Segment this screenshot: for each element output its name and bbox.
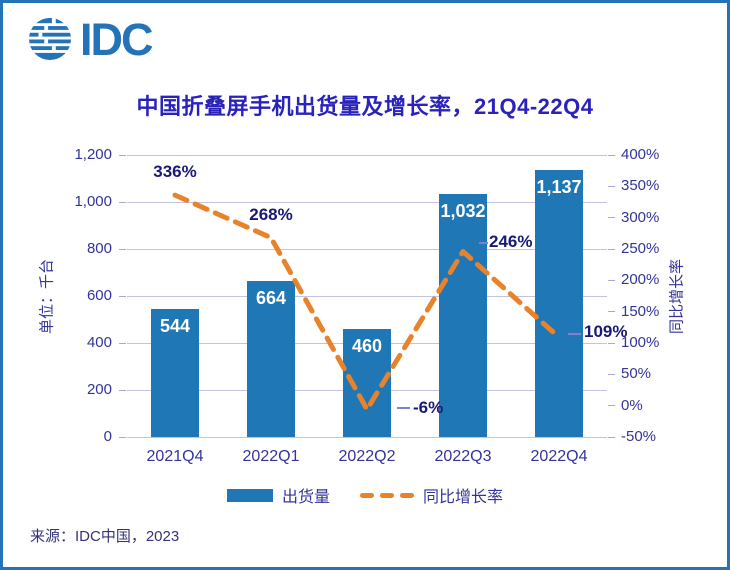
right-axis-tick-label: 100% — [621, 334, 660, 351]
chart-title: 中国折叠屏手机出货量及增长率，21Q4-22Q4 — [136, 94, 594, 119]
right-axis-tick-mark — [608, 311, 615, 313]
right-axis-title: 同比增长率 — [668, 259, 686, 335]
right-axis-tick-mark — [608, 248, 615, 250]
dashed-line-swatch-icon — [360, 492, 414, 498]
bar-2022Q4 — [535, 169, 583, 437]
growth-value-label: 336% — [153, 162, 197, 182]
gridline — [127, 436, 607, 438]
bar-value-label: 664 — [255, 287, 287, 308]
gridline — [127, 154, 607, 156]
right-axis-tick-mark — [608, 217, 615, 219]
right-axis-tick-mark — [608, 342, 615, 344]
legend: 出货量 同比增长率 — [3, 483, 727, 507]
right-axis-tick-mark — [608, 154, 615, 156]
legend-label-growth: 同比增长率 — [423, 489, 504, 506]
left-axis-tick-mark — [119, 295, 126, 297]
right-axis-tick-label: -50% — [621, 428, 657, 445]
left-axis-tick-label: 200 — [86, 381, 112, 398]
bar-2021Q4 — [151, 309, 199, 437]
growth-value-label: 246% — [489, 231, 533, 251]
left-axis-tick-mark — [119, 248, 126, 250]
left-axis-tick-label: 600 — [86, 287, 112, 304]
left-axis-tick-mark — [119, 154, 126, 156]
bar-2022Q3 — [439, 194, 487, 437]
right-axis-tick-label: 250% — [621, 240, 660, 257]
left-axis-tick-mark — [119, 201, 126, 203]
right-axis-tick-label: 300% — [621, 208, 660, 226]
left-axis-title: 单位：千台 — [38, 259, 56, 335]
right-axis-tick-mark — [608, 436, 615, 438]
shipment-growth-chart: 0 200 400 600 800 1,000 1,200 -50% 0% 50% 100% 150%… — [3, 3, 727, 567]
right-axis-tick-label: 350% — [621, 177, 660, 195]
label-leader-line — [397, 407, 410, 410]
legend-item-growth: 同比增长率 — [360, 483, 503, 507]
left-axis-tick-mark — [119, 342, 126, 344]
bar-value-label: 1,137 — [536, 176, 582, 197]
gridline — [127, 295, 607, 297]
right-axis-tick-mark — [608, 185, 615, 187]
source-note: 来源：IDC中国，2023 — [30, 528, 180, 545]
right-axis-tick-label: 150% — [621, 302, 660, 320]
legend-label-shipments: 出货量 — [281, 489, 330, 506]
label-leader-line — [568, 333, 581, 336]
idc-logo-text: IDC — [80, 13, 153, 65]
x-axis-label-2022Q4: 2022Q4 — [530, 448, 588, 465]
right-axis-tick-mark — [608, 279, 615, 281]
right-axis-tick-mark — [608, 405, 615, 407]
x-axis-label-2021Q4: 2021Q4 — [146, 448, 204, 465]
x-axis-label-2022Q3: 2022Q3 — [434, 448, 492, 465]
idc-logo: IDC — [27, 13, 153, 65]
growth-value-label: 268% — [249, 204, 293, 224]
bar-value-label: 1,032 — [440, 201, 486, 222]
bar-value-label: 544 — [159, 316, 191, 337]
right-axis-tick-label: 400% — [621, 146, 660, 163]
bar-value-label: 460 — [351, 335, 383, 356]
left-axis-tick-label: 800 — [86, 240, 112, 257]
idc-globe-icon — [28, 17, 72, 61]
x-axis-label-2022Q2: 2022Q2 — [338, 448, 396, 465]
right-axis-tick-label: 50% — [621, 365, 652, 383]
x-axis-label-2022Q1: 2022Q1 — [242, 448, 300, 465]
right-axis-tick-mark — [608, 373, 615, 375]
left-axis-tick-label: 400 — [86, 334, 112, 351]
growth-value-label: -6% — [413, 398, 444, 418]
left-axis-tick-label: 1,000 — [74, 193, 112, 210]
right-axis-tick-label: 0% — [621, 396, 643, 414]
right-axis-tick-label: 200% — [621, 271, 660, 289]
gridline — [127, 201, 607, 203]
bar-2022Q1 — [247, 280, 295, 437]
left-axis-tick-label: 1,200 — [74, 146, 112, 163]
gridline — [127, 248, 607, 250]
growth-rate-line — [172, 192, 562, 412]
growth-value-label: 109% — [584, 322, 628, 342]
bar-series-swatch-icon — [226, 488, 273, 502]
left-axis-tick-mark — [119, 389, 126, 391]
left-axis-tick-mark — [119, 436, 126, 438]
left-axis-tick-label: 0 — [103, 428, 112, 445]
label-leader-line — [479, 241, 488, 244]
legend-item-shipments: 出货量 — [226, 483, 330, 507]
